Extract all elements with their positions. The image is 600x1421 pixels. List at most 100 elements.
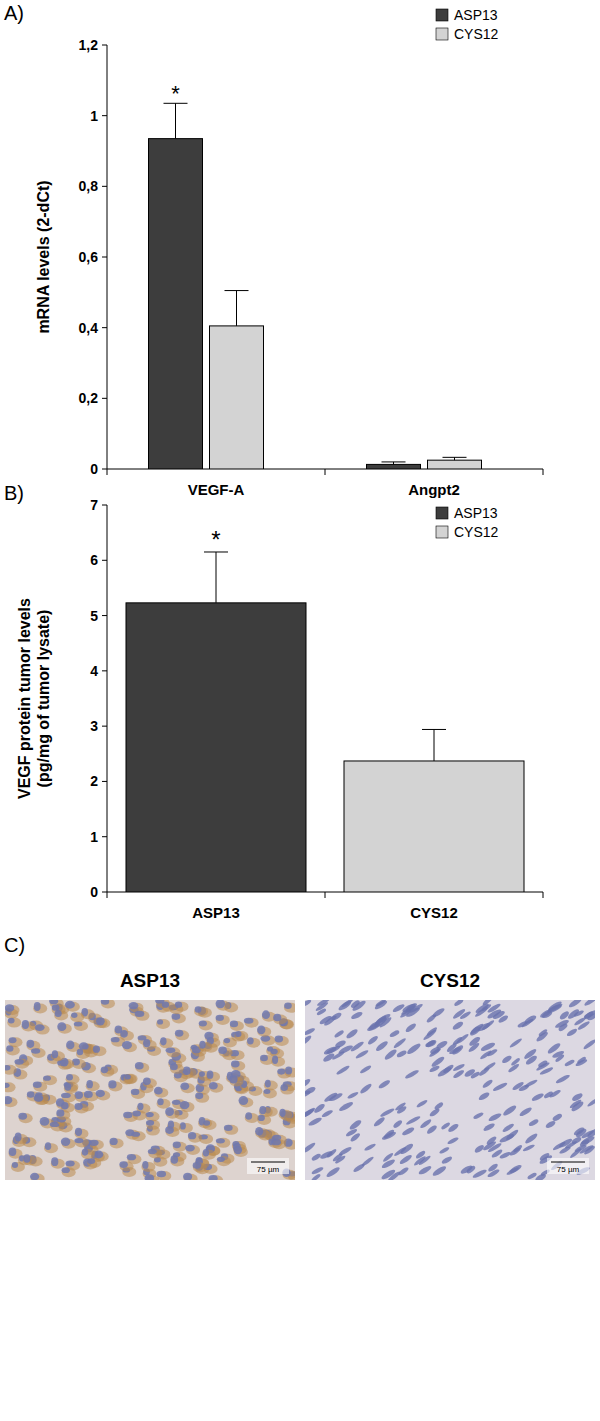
nucleus (122, 1041, 132, 1049)
nucleus (172, 1100, 181, 1105)
stain (66, 1002, 80, 1012)
nucleus (440, 1121, 450, 1130)
nucleus (428, 1047, 442, 1058)
nucleus (364, 1143, 377, 1152)
stain (280, 1085, 294, 1095)
nucleus (280, 1084, 288, 1091)
stain (66, 1074, 80, 1084)
nucleus (9, 1148, 17, 1156)
x-tick-label: CYS12 (410, 904, 458, 921)
nucleus (51, 1157, 58, 1166)
nucleus (86, 1080, 93, 1088)
nucleus (583, 1000, 595, 1007)
nucleus (180, 1101, 190, 1109)
nucleus (352, 1162, 366, 1173)
nucleus (209, 1082, 218, 1090)
stain (36, 1025, 50, 1035)
y-tick-label: 0,6 (79, 249, 99, 265)
nucleus (111, 1037, 120, 1042)
nucleus (337, 1000, 352, 1012)
stain (141, 1162, 155, 1172)
nucleus (244, 1018, 254, 1024)
legend-label: CYS12 (454, 524, 499, 540)
y-tick-label: 1,2 (79, 37, 99, 53)
stain (34, 1095, 48, 1105)
stain (231, 1061, 245, 1071)
nucleus (501, 1054, 513, 1064)
nucleus (9, 1037, 17, 1043)
nucleus (381, 1158, 396, 1170)
stain (62, 1092, 76, 1102)
nucleus (175, 1001, 182, 1007)
nucleus (77, 1049, 83, 1055)
nucleus (203, 1149, 209, 1157)
nucleus (284, 1003, 292, 1010)
nucleus (5, 1096, 12, 1104)
nucleus (82, 1149, 88, 1156)
nucleus (374, 1000, 389, 1011)
stain (231, 1050, 245, 1060)
stain (170, 1064, 184, 1074)
x-tick-label: Angpt2 (408, 481, 460, 498)
nucleus (392, 1119, 403, 1129)
stain (90, 1140, 104, 1150)
nucleus (166, 1048, 176, 1054)
nucleus (355, 1049, 369, 1060)
x-tick-label: VEGF-A (188, 481, 245, 498)
nucleus (157, 1019, 163, 1024)
nucleus (230, 1021, 238, 1028)
nucleus (429, 1046, 441, 1055)
nucleus (509, 1037, 523, 1049)
nucleus (31, 1048, 40, 1053)
bar (126, 603, 306, 892)
nucleus (522, 1143, 535, 1152)
nucleus (404, 1022, 417, 1034)
nucleus (348, 1119, 362, 1132)
nucleus (154, 1087, 163, 1095)
nucleus (34, 1002, 41, 1011)
x-tick (107, 892, 108, 898)
nucleus (473, 1111, 484, 1120)
micrograph-background (305, 1000, 595, 1180)
nucleus (123, 1112, 132, 1119)
stain (195, 1093, 209, 1103)
nucleus (52, 1005, 60, 1011)
nucleus (209, 1175, 218, 1180)
nucleus (548, 1089, 561, 1099)
nucleus (45, 1142, 51, 1150)
error-bar-cap (382, 461, 406, 462)
nucleus (5, 1004, 14, 1012)
stain (19, 1113, 33, 1123)
nucleus (401, 1126, 415, 1137)
nucleus (34, 1094, 44, 1101)
legend-swatch (436, 507, 448, 519)
nucleus (52, 1050, 58, 1058)
nucleus (74, 1103, 82, 1110)
nucleus (224, 1038, 231, 1043)
stain (76, 1049, 90, 1059)
y-tick (102, 836, 107, 837)
stain (175, 1002, 189, 1012)
bars (126, 552, 524, 892)
x-tick (543, 469, 544, 475)
nucleus (517, 1020, 528, 1028)
nucleus (425, 1039, 438, 1049)
nucleus (18, 1113, 27, 1120)
nucleus (499, 1132, 516, 1144)
y-axis-label: VEGF protein tumor levels (16, 598, 33, 799)
stain (263, 1088, 277, 1098)
stain (9, 1037, 23, 1047)
nucleus (418, 1164, 433, 1175)
nucleus (511, 1081, 524, 1092)
nucleus (429, 1107, 441, 1118)
y-tick-label: 4 (90, 663, 98, 679)
nucleus (56, 1109, 64, 1117)
nucleus (305, 1141, 316, 1154)
image-title: ASP13 (120, 970, 180, 991)
stain (56, 1110, 70, 1120)
scale-bar-label: 75 µm (557, 1165, 580, 1174)
nucleus (406, 1042, 422, 1056)
nucleus (165, 1126, 174, 1134)
nucleus (74, 1138, 83, 1143)
nucleus (5, 1065, 10, 1070)
